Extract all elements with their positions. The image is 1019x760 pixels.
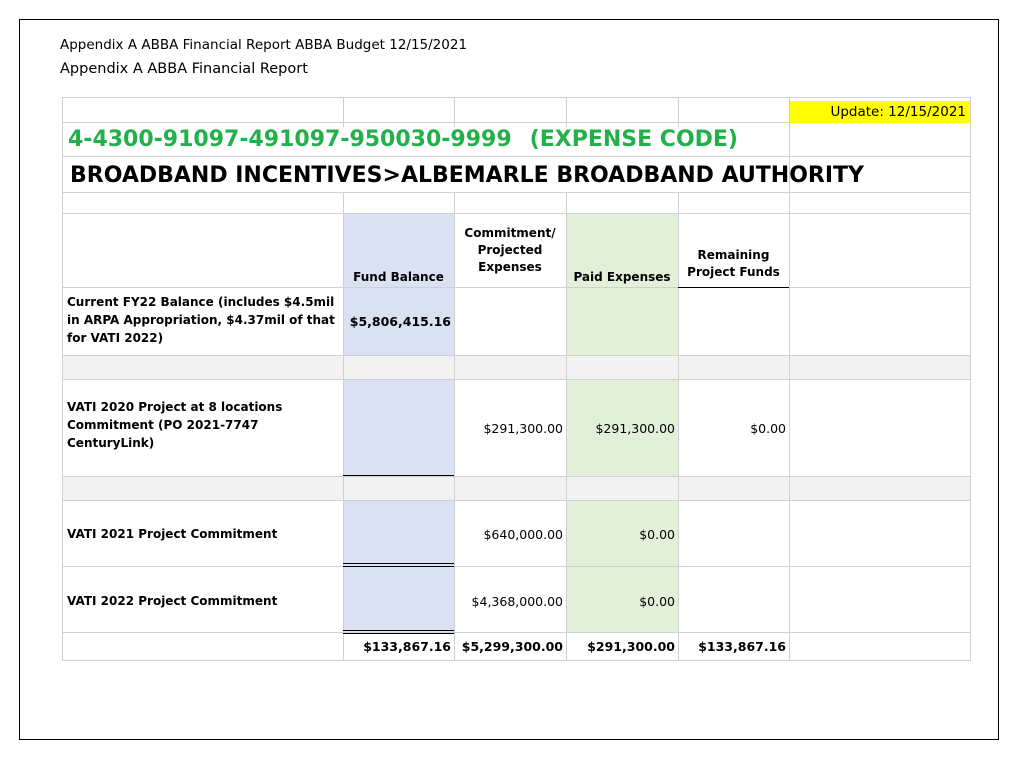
grid-vline (454, 97, 455, 127)
header-fund-balance: Fund Balance (343, 269, 454, 286)
fund-balance-double-underline (343, 563, 454, 567)
vati-2020-paid: $291,300.00 (595, 421, 675, 436)
grid-hline (62, 156, 971, 157)
header-paid-expenses: Paid Expenses (566, 269, 678, 286)
grid-hline (62, 632, 971, 633)
grid-vline (789, 97, 790, 661)
total-remaining: $133,867.16 (698, 639, 786, 654)
row-label-line: Current FY22 Balance (includes $4.5mil (67, 295, 335, 309)
expense-code-number: 4-4300-91097-491097-950030-9999 (68, 127, 512, 152)
header-remaining-line-2: Project Funds (687, 265, 780, 279)
grid-hline (62, 192, 971, 193)
row-label-line: Commitment (PO 2021-7747 (67, 418, 259, 432)
row-label-vati-2020: VATI 2020 Project at 8 locations Commitm… (67, 398, 343, 452)
row-label-line: VATI 2021 Project Commitment (67, 527, 278, 541)
update-date-badge: Update: 12/15/2021 (790, 101, 970, 123)
fy22-fund-balance: $5,806,415.16 (349, 314, 451, 329)
header-paid-expenses-label: Paid Expenses (573, 270, 671, 284)
vati-2022-paid: $0.00 (639, 594, 675, 609)
grid-vline (566, 97, 567, 127)
grid-hline (62, 97, 971, 98)
grid-vline (678, 192, 679, 661)
gray-spacer-row-2 (62, 476, 971, 500)
grid-vline (678, 97, 679, 127)
vati-2020-commitment: $291,300.00 (483, 421, 563, 436)
total-paid: $291,300.00 (587, 639, 675, 654)
total-commitment: $5,299,300.00 (461, 639, 563, 654)
header-commitment-line-2: Projected (477, 243, 543, 257)
header-commitment-line-1: Commitment/ (464, 226, 556, 240)
grid-vline (566, 192, 567, 661)
vati-2021-paid: $0.00 (639, 527, 675, 542)
grid-hline (62, 660, 971, 661)
vati-2021-commitment: $640,000.00 (483, 527, 563, 542)
row-label-line: VATI 2022 Project Commitment (67, 594, 278, 608)
grid-vline (343, 192, 344, 661)
report-header-line-2: Appendix A ABBA Financial Report (60, 61, 308, 77)
fund-balance-underline (343, 475, 454, 476)
vati-2020-remaining: $0.00 (750, 421, 786, 436)
row-label-line: in ARPA Appropriation, $4.37mil of that (67, 313, 335, 327)
header-remaining-line-1: Remaining (697, 248, 770, 262)
grid-hline (62, 213, 971, 214)
spreadsheet: Update: 12/15/2021 4-4300-91097-491097-9… (62, 97, 971, 661)
grid-hline (62, 476, 971, 477)
gray-spacer-row-1 (62, 355, 971, 379)
grid-vline (343, 97, 344, 127)
sheet-title: BROADBAND INCENTIVES>ALBEMARLE BROADBAND… (70, 163, 864, 188)
grid-vline (62, 97, 63, 661)
row-label-line: for VATI 2022) (67, 331, 164, 345)
header-remaining: Remaining Project Funds (678, 247, 789, 281)
fund-balance-double-underline (343, 630, 454, 634)
grid-hline (62, 355, 971, 356)
total-fund-balance: $133,867.16 (363, 639, 451, 654)
header-commitment: Commitment/ Projected Expenses (454, 225, 566, 276)
row-label-vati-2022: VATI 2022 Project Commitment (67, 594, 343, 608)
grid-hline (62, 379, 971, 380)
grid-hline (62, 287, 971, 288)
grid-hline (62, 566, 971, 567)
paid-expenses-column-fill (567, 213, 678, 632)
vati-2022-commitment: $4,368,000.00 (471, 594, 563, 609)
report-header-line-1: Appendix A ABBA Financial Report ABBA Bu… (60, 37, 468, 53)
page-frame (19, 19, 999, 740)
fund-balance-column-fill (343, 213, 454, 632)
row-label-fy22-balance: Current FY22 Balance (includes $4.5mil i… (67, 293, 343, 347)
row-label-line: CenturyLink) (67, 436, 155, 450)
header-underline (678, 287, 789, 288)
expense-code: 4-4300-91097-491097-950030-9999 (EXPENSE … (68, 127, 738, 152)
row-label-line: VATI 2020 Project at 8 locations (67, 400, 283, 414)
grid-hline (62, 500, 971, 501)
grid-vline (454, 192, 455, 661)
header-fund-balance-label: Fund Balance (353, 270, 444, 284)
row-label-vati-2021: VATI 2021 Project Commitment (67, 527, 343, 541)
header-commitment-line-3: Expenses (478, 260, 542, 274)
expense-code-suffix: (EXPENSE CODE) (529, 127, 738, 152)
grid-vline (970, 97, 971, 661)
grid-hline (62, 122, 971, 123)
